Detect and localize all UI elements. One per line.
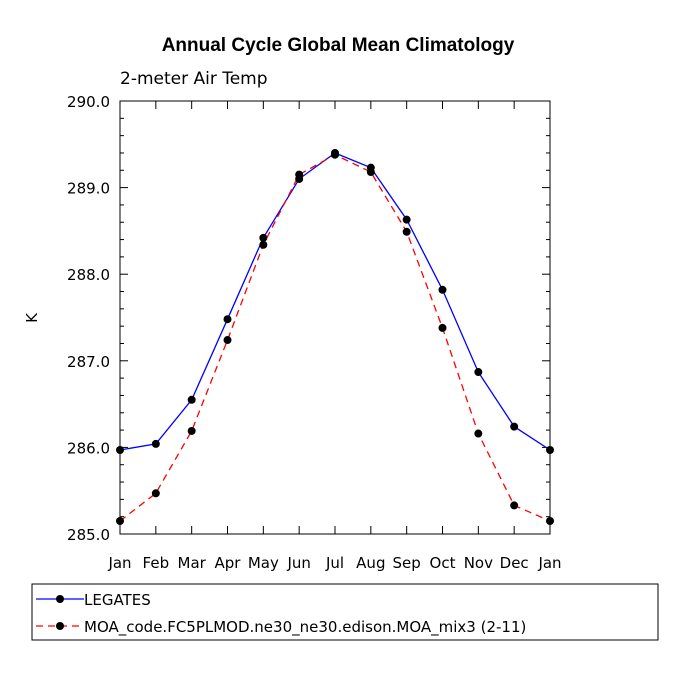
series-1-point	[151, 489, 160, 498]
y-tick-label: 290.0	[67, 93, 110, 111]
y-tick-label: 288.0	[67, 266, 110, 284]
x-tick-label: Feb	[143, 554, 170, 572]
series-1-point	[402, 227, 411, 236]
series-1-point	[438, 323, 447, 332]
series-0-point	[116, 445, 124, 454]
y-tick-labels: 285.0 286.0 287.0 288.0 289.0 290.0	[67, 93, 110, 544]
series-0-point	[151, 439, 160, 448]
series-0-point	[187, 395, 196, 404]
y-tick-label: 286.0	[67, 439, 110, 457]
series-1-point	[474, 429, 483, 438]
series-line-1	[119, 153, 551, 522]
legend-label-legates: LEGATES	[84, 591, 151, 609]
series-0-point	[438, 285, 447, 294]
series-0-point	[223, 315, 232, 324]
y-tick-label: 287.0	[67, 353, 110, 371]
x-tick-label: Dec	[500, 554, 529, 572]
x-tick-label: Sep	[393, 554, 421, 572]
series-0-point	[474, 368, 483, 377]
series-0-point	[402, 215, 411, 224]
plot-frame	[119, 100, 551, 535]
series-lines	[119, 152, 551, 522]
legend-box	[31, 583, 659, 641]
legend-marker-legates	[56, 595, 64, 603]
series-1-point	[295, 170, 304, 179]
y-axis-label: K	[23, 312, 41, 323]
y-tick-label: 285.0	[67, 526, 110, 544]
series-line-0	[119, 152, 551, 451]
chart-subtitle: 2-meter Air Temp	[120, 69, 268, 89]
x-tick-label: May	[248, 554, 279, 572]
legend-marker-moa	[56, 622, 64, 630]
y-tick-label: 289.0	[67, 180, 110, 198]
series-1-point	[223, 336, 232, 345]
x-tick-label: Jan	[107, 554, 131, 572]
x-tick-label: Mar	[178, 554, 207, 572]
x-tick-label: Jan	[537, 554, 561, 572]
series-0-point	[510, 422, 519, 431]
series-1-point	[510, 501, 519, 510]
series-0-point	[259, 233, 268, 242]
series-1-point	[187, 426, 196, 435]
series-0-point	[546, 445, 554, 454]
x-tick-label: Apr	[215, 554, 242, 572]
chart-title: Annual Cycle Global Mean Climatology	[162, 35, 515, 56]
series-1-point	[331, 150, 339, 159]
series-1-point	[259, 240, 268, 249]
legend-entry-0: LEGATES	[36, 591, 151, 609]
series-points	[116, 148, 554, 526]
axis-ticks	[119, 100, 551, 535]
x-tick-label: Jun	[286, 554, 310, 572]
x-tick-labels: Jan Feb Mar Apr May Jun Jul Aug Sep Oct Nov Dec Jan	[107, 554, 561, 572]
x-tick-label: Nov	[464, 554, 493, 572]
series-1-point	[546, 517, 554, 526]
legend-label-moa: MOA_code.FC5PLMOD.ne30_ne30.edison.MOA_m…	[84, 618, 526, 637]
legend-entry-1: MOA_code.FC5PLMOD.ne30_ne30.edison.MOA_m…	[36, 618, 526, 637]
series-1-point	[116, 517, 124, 526]
x-tick-label: Jul	[325, 554, 344, 572]
x-tick-label: Aug	[356, 554, 385, 572]
x-tick-label: Oct	[430, 554, 456, 572]
series-1-point	[366, 168, 375, 177]
